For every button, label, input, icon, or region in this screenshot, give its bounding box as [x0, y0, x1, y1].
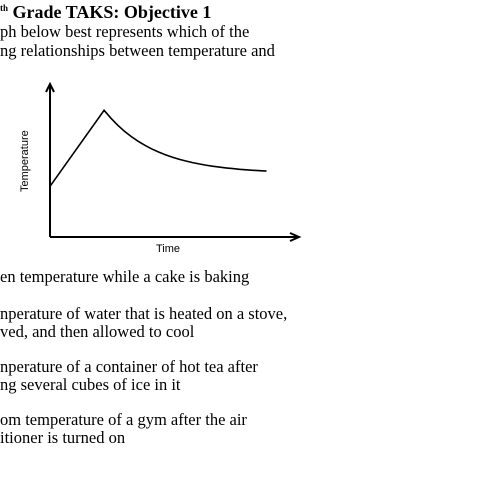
x-axis-arrow	[289, 232, 302, 242]
title-text: Grade TAKS: Objective 1	[12, 2, 212, 22]
choice-1-line-1: en temperature while a cake is baking	[0, 267, 250, 286]
page-title: th Grade TAKS: Objective 1	[0, 2, 211, 23]
temperature-time-graph: Time Temperature	[19, 81, 302, 255]
choice-4-line-2: itioner is turned on	[0, 428, 126, 447]
y-axis-arrow	[45, 81, 55, 93]
choice-3-line-1: nperature of a container of hot tea afte…	[0, 357, 258, 376]
question-line-2: ng relationships between temperature and	[0, 41, 275, 60]
choice-2-line-2: ved, and then allowed to cool	[0, 322, 195, 341]
choice-4-line-1: om temperature of a gym after the air	[0, 410, 247, 429]
choice-3-line-2: ng several cubes of ice in it	[0, 375, 181, 394]
title-superscript: th	[0, 3, 9, 13]
x-axis-label: Time	[156, 243, 180, 255]
y-axis-label: Temperature	[19, 130, 31, 192]
temperature-curve	[49, 109, 267, 187]
choice-2-line-1: nperature of water that is heated on a s…	[0, 304, 288, 323]
question-line-1: ph below best represents which of the	[0, 22, 250, 41]
